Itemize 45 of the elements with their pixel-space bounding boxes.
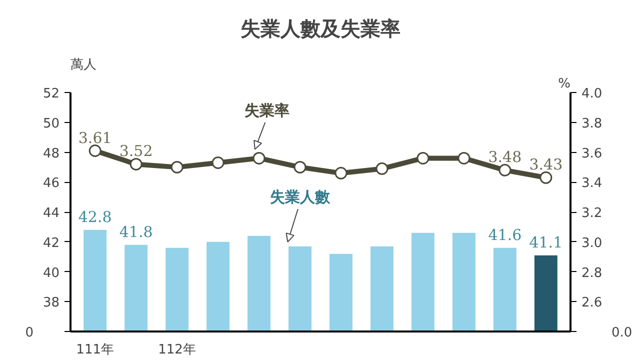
y2-tick-label: 4.0	[582, 86, 602, 102]
data-label: 41.1	[529, 233, 563, 252]
y-tick-label: 42	[42, 236, 60, 251]
point	[458, 152, 470, 164]
point	[376, 162, 388, 175]
x-tick-label: 112年	[158, 342, 196, 358]
data-label: 3.48	[488, 148, 522, 166]
text: 0	[25, 326, 34, 340]
y2-tick-label: 3.8	[582, 116, 602, 132]
data-label: 41.6	[488, 226, 522, 244]
y2-tick-label: 3.6	[582, 146, 602, 162]
y2-axis-title: %	[558, 76, 571, 92]
y-tick-label: 40	[42, 266, 60, 281]
y-tick-label: 48	[42, 146, 60, 162]
y2-tick-label: 2.8	[582, 266, 602, 281]
series-label: 失業人數	[270, 188, 332, 206]
data-label: 42.8	[78, 208, 112, 226]
y2-tick-label: 3.2	[582, 206, 602, 221]
point	[170, 160, 184, 174]
chart-title: 失業人數及失業率	[240, 16, 400, 40]
point	[252, 152, 266, 164]
y-axis-title: 萬人	[70, 58, 96, 72]
y-tick-label: 50	[42, 116, 60, 132]
point	[130, 158, 142, 170]
point	[212, 156, 224, 169]
x-tick-label: 111年	[76, 342, 114, 358]
text: 0.0	[612, 326, 632, 340]
data-label: 3.61	[78, 128, 112, 147]
point	[498, 164, 512, 176]
y2-tick-label: 3.0	[582, 236, 602, 251]
text: 失業率	[244, 101, 290, 120]
y-tick-label: 52	[42, 86, 60, 102]
point	[416, 152, 430, 164]
data-label: 3.43	[529, 156, 563, 174]
y-tick-label: 38	[42, 296, 60, 311]
y-tick-label: 44	[42, 206, 60, 221]
point	[294, 160, 306, 174]
point	[88, 144, 102, 157]
point	[334, 166, 348, 180]
point	[540, 171, 552, 184]
data-label: 41.8	[119, 222, 153, 241]
data-label: 3.52	[119, 142, 153, 160]
y2-tick-label: 3.4	[582, 176, 602, 192]
y2-tick-label: 2.6	[582, 296, 602, 311]
y-tick-label: 46	[42, 176, 60, 192]
